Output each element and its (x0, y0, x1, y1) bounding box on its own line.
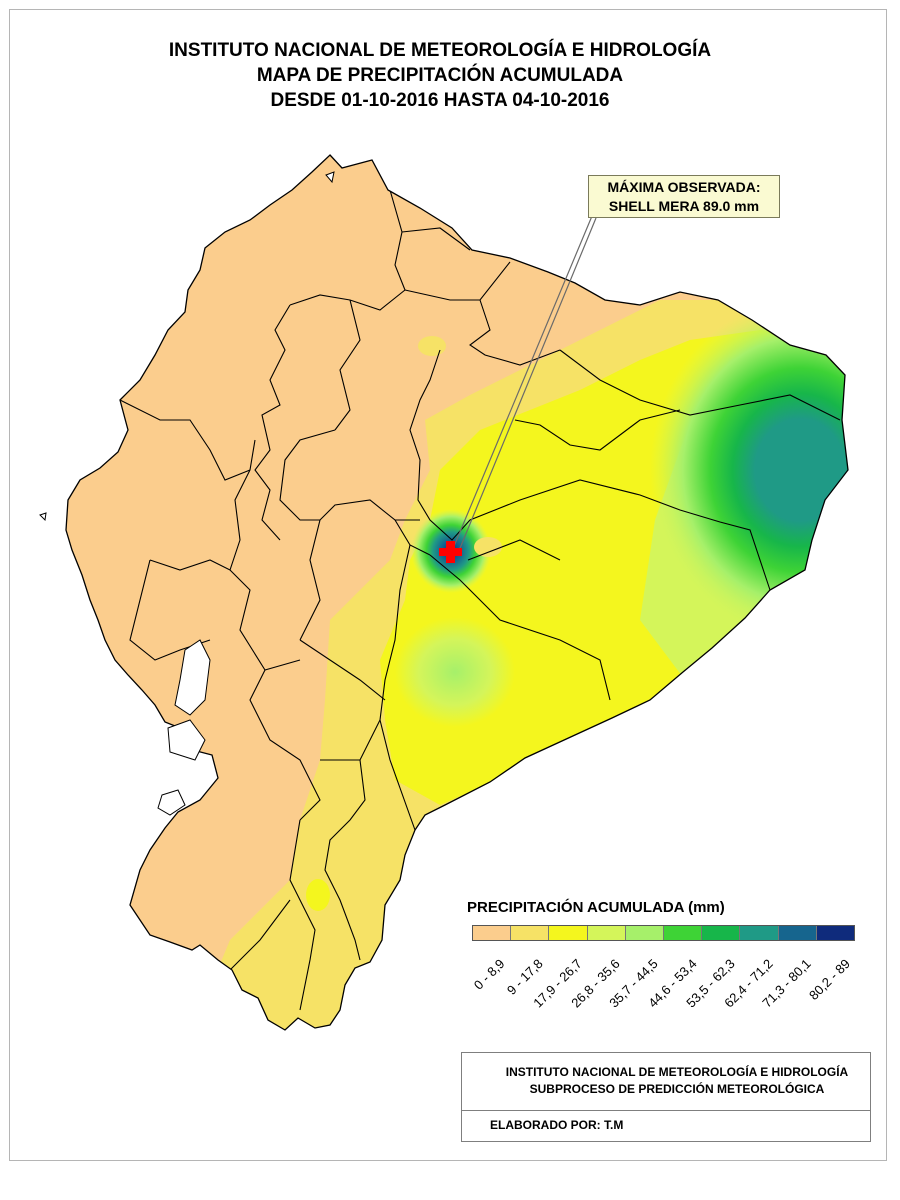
title-map-name: MAPA DE PRECIPITACIÓN ACUMULADA (256, 65, 624, 86)
map-frame (9, 9, 887, 1161)
legend-swatch (778, 926, 817, 940)
field-local-southwest (306, 879, 330, 911)
legend-swatch (816, 926, 855, 940)
info-author: ELABORADO POR: T.M (490, 1118, 624, 1132)
legend-swatch (664, 926, 703, 940)
legend-swatch (511, 926, 550, 940)
info-institution: INSTITUTO NACIONAL DE METEOROLOGÍA E HID… (505, 1065, 849, 1079)
info-subprocess: SUBPROCESO DE PREDICCIÓN METEOROLÓGICA (529, 1082, 825, 1096)
info-divider (462, 1110, 870, 1111)
legend-title: PRECIPITACIÓN ACUMULADA (mm) (467, 899, 725, 916)
title-institution: INSTITUTO NACIONAL DE METEOROLOGÍA E HID… (168, 40, 712, 61)
legend-class-label: 80,2 - 89 (805, 956, 853, 1003)
map-title: INSTITUTO NACIONAL DE METEOROLOGÍA E HID… (0, 38, 880, 113)
field-local-lower (474, 537, 502, 557)
gulf-islands (39, 171, 335, 816)
info-box: INSTITUTO NACIONAL DE METEOROLOGÍA E HID… (461, 1052, 871, 1142)
legend-swatch (587, 926, 626, 940)
legend-swatch (625, 926, 665, 940)
title-date-range: DESDE 01-10-2016 HASTA 04-10-2016 (270, 90, 610, 111)
legend-swatch (702, 926, 741, 940)
callout-station-value: SHELL MERA 89.0 mm (608, 198, 760, 214)
legend-class-label: 0 - 8,9 (471, 956, 508, 993)
field-local-south (395, 617, 515, 727)
legend-color-bar (472, 925, 855, 941)
field-high-east (650, 300, 848, 640)
callout-leader (451, 215, 597, 554)
legend-swatch (473, 926, 512, 940)
max-observed-callout: MÁXIMA OBSERVADA: SHELL MERA 89.0 mm (588, 175, 780, 218)
country-outline (65, 154, 849, 1031)
legend-swatch (740, 926, 779, 940)
field-local-north (418, 336, 446, 356)
province-boundaries (119, 189, 841, 1011)
callout-heading: MÁXIMA OBSERVADA: (607, 179, 761, 195)
red-cross-icon (439, 541, 462, 563)
legend-swatch (549, 926, 588, 940)
legend-labels: 0 - 8,9 9 - 17,8 17,9 - 26,7 26,8 - 35,6 35,… (471, 950, 855, 1030)
